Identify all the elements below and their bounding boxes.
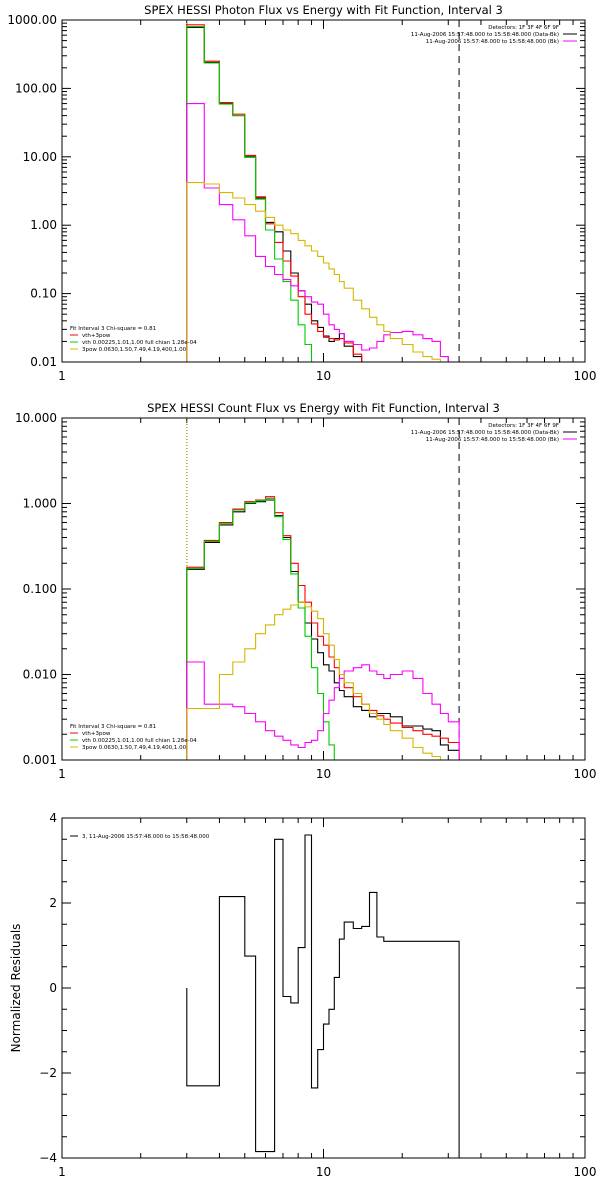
chart-title: SPEX HESSI Count Flux vs Energy with Fit…	[147, 401, 500, 415]
y-tick-label: 0.10	[30, 287, 57, 301]
series-0-histogram	[186, 834, 460, 1158]
x-ticks	[61, 818, 586, 1158]
series-3-histogram	[186, 103, 460, 362]
series-4-histogram	[186, 601, 460, 760]
x-tick-label: 100	[574, 767, 597, 781]
chart-panel-3: Normalized Residuals 1 10 100 −4 −2 0 2 4 3, 11-A…	[9, 811, 596, 1179]
series-3-histogram	[186, 661, 460, 760]
y-tick-label: −2	[39, 1066, 57, 1080]
legend-entry: 3pow 0.0630,1.50,7.49,4.19,400,1.00	[82, 745, 187, 751]
data-area	[186, 834, 460, 1158]
legend-entry: 3pow 0.0630,1.50,7.49,4.19,400,1.00	[82, 347, 187, 353]
info-line: 11-Aug-2006 15:57:48.000 to 15:58:48.000…	[411, 32, 559, 38]
info-line: 11-Aug-2006 15:57:48.000 to 15:58:48.000…	[426, 39, 559, 45]
chart-title: SPEX HESSI Photon Flux vs Energy with Fi…	[144, 3, 503, 17]
series-4-histogram	[186, 182, 460, 362]
info-line: 11-Aug-2006 15:57:48.000 to 15:58:48.000…	[426, 437, 559, 443]
y-tick-label: 4	[49, 811, 57, 825]
info-line: Detectors: 1F 3F 4F 6F 9F	[488, 423, 559, 429]
x-tick-label: 10	[316, 767, 331, 781]
y-tick-label: 100.00	[15, 81, 57, 95]
y-tick-label: 1000.00	[7, 13, 57, 27]
series-2-histogram	[186, 497, 460, 760]
x-tick-label: 10	[316, 1165, 331, 1179]
chart-panel-1: SPEX HESSI Photon Flux vs Energy with Fi…	[7, 3, 596, 383]
y-ticks	[62, 817, 585, 1159]
x-tick-label: 1	[58, 369, 66, 383]
legend-entry: Fit Interval 3 Chi-square = 0.81	[70, 724, 156, 730]
y-tick-label: 0	[49, 981, 57, 995]
y-tick-label: 1.000	[23, 497, 57, 511]
x-tick-label: 1	[58, 767, 66, 781]
info-line: 11-Aug-2006 15:57:48.000 to 15:58:48.000…	[411, 430, 559, 436]
y-tick-label: 10.000	[15, 411, 57, 425]
legend-entry: 3, 11-Aug-2006 15:57:48.000 to 15:58:48.…	[82, 834, 210, 840]
y-tick-label: 0.010	[23, 668, 57, 682]
data-area	[186, 24, 460, 362]
info-line: Detectors: 1F 3F 4F 6F 9F	[488, 25, 559, 31]
series-1-histogram	[186, 24, 363, 362]
y-tick-label: 1.00	[30, 218, 57, 232]
plot-frame	[61, 817, 586, 1159]
y-tick-label: 0.100	[23, 582, 57, 596]
y-tick-label: −4	[39, 1151, 57, 1165]
legend-entry: vth 0.00225,1.01,1.00 full chian 1.28e-0…	[82, 340, 197, 346]
x-tick-label: 1	[58, 1165, 66, 1179]
series-0-histogram	[186, 26, 363, 362]
legend-entry: vth+3pow	[82, 333, 111, 339]
data-area	[186, 496, 460, 760]
y-tick-label: 2	[49, 896, 57, 910]
chart-panel-2: SPEX HESSI Count Flux vs Energy with Fit…	[15, 401, 596, 781]
y-tick-label: 10.00	[23, 150, 57, 164]
plot-frame	[61, 19, 586, 363]
y-axis-label: Normalized Residuals	[9, 924, 23, 1053]
legend-entry: vth+3pow	[82, 731, 111, 737]
x-tick-label: 100	[574, 1165, 597, 1179]
y-tick-label: 0.01	[30, 355, 57, 369]
x-tick-label: 100	[574, 369, 597, 383]
series-2-histogram	[186, 26, 363, 362]
legend-entry: Fit Interval 3 Chi-square = 0.81	[70, 326, 156, 332]
plot-frame	[61, 417, 586, 761]
legend-entry: vth 0.00225,1.01,1.00 full chian 1.28e-0…	[82, 738, 197, 744]
y-tick-label: 0.001	[23, 753, 57, 767]
x-tick-label: 10	[316, 369, 331, 383]
